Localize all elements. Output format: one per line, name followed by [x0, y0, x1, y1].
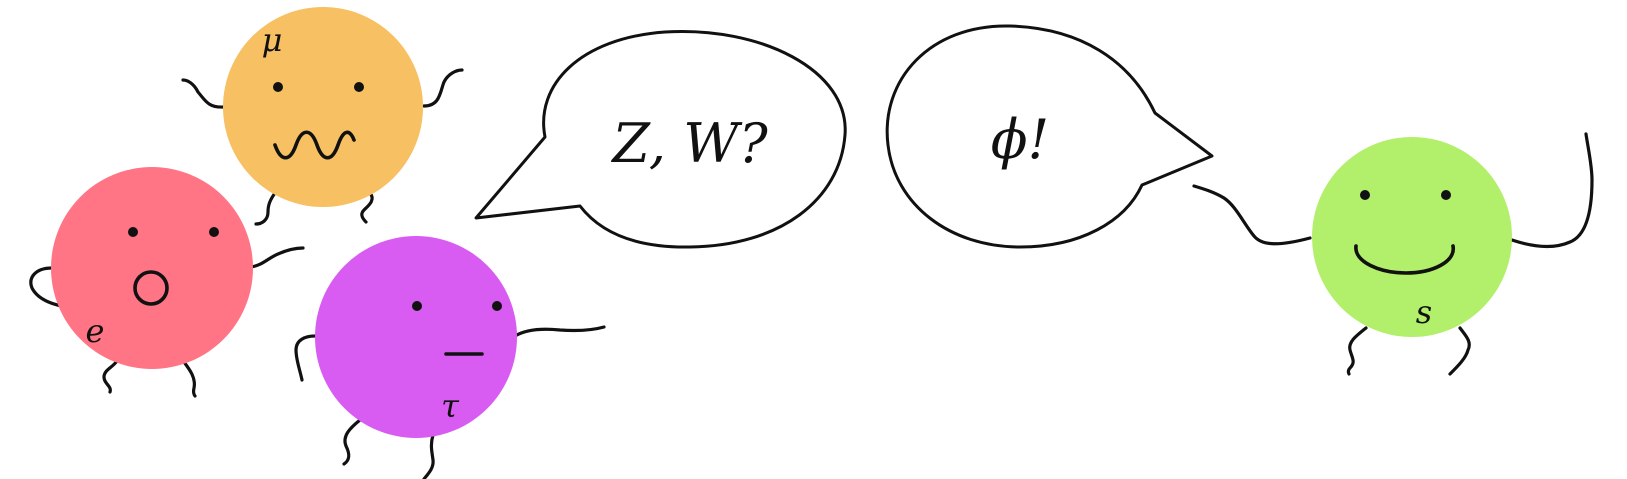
electron-right-arm [248, 246, 305, 269]
scalar-left-arm [1192, 184, 1312, 246]
tau-body [315, 236, 517, 438]
tau-label: τ [441, 387, 460, 425]
muon-label: μ [262, 21, 283, 59]
speech-text-answer: ϕ! [991, 108, 1050, 171]
scalar-label: s [1416, 293, 1432, 331]
speech-bubble-answer: ϕ! [885, 24, 1214, 249]
scalar-character: s [1192, 132, 1594, 376]
tau-character: τ [294, 236, 606, 479]
electron-left-leg [102, 359, 119, 394]
scalar-smile [1354, 244, 1455, 275]
muon-left-eye [273, 82, 283, 92]
scalar-left-leg [1346, 326, 1368, 376]
muon-right-arm [422, 68, 464, 108]
muon-wavy-mouth [273, 130, 356, 160]
scalar-right-arm [1510, 132, 1594, 249]
muon-left-arm [181, 78, 226, 109]
electron-label: e [86, 312, 105, 350]
tau-right-leg [422, 433, 435, 479]
electron-right-leg [182, 360, 197, 398]
muon-character: μ [181, 7, 464, 226]
muon-left-leg [254, 191, 277, 226]
electron-body [51, 167, 253, 369]
electron-right-eye [209, 227, 219, 237]
muon-right-leg [360, 191, 374, 224]
scalar-left-eye [1360, 190, 1370, 200]
scalar-right-eye [1441, 190, 1451, 200]
muon-right-eye [354, 82, 364, 92]
scalar-body [1312, 137, 1512, 337]
speech-bubble-question: Z, W? [474, 29, 847, 249]
electron-character: e [29, 167, 305, 398]
electron-left-arm [29, 266, 72, 309]
tau-left-eye [412, 301, 422, 311]
speech-text-question: Z, W? [610, 112, 768, 175]
electron-o-mouth [133, 270, 169, 306]
scalar-right-leg [1448, 326, 1471, 376]
muon-body [223, 7, 423, 207]
tau-left-arm [294, 334, 317, 382]
speech-bubble-answer-shape [885, 24, 1214, 249]
electron-left-eye [128, 227, 138, 237]
tau-right-eye [492, 301, 502, 311]
tau-left-leg [342, 418, 362, 466]
tau-right-arm [513, 325, 606, 338]
speech-bubble-question-shape [474, 29, 847, 249]
